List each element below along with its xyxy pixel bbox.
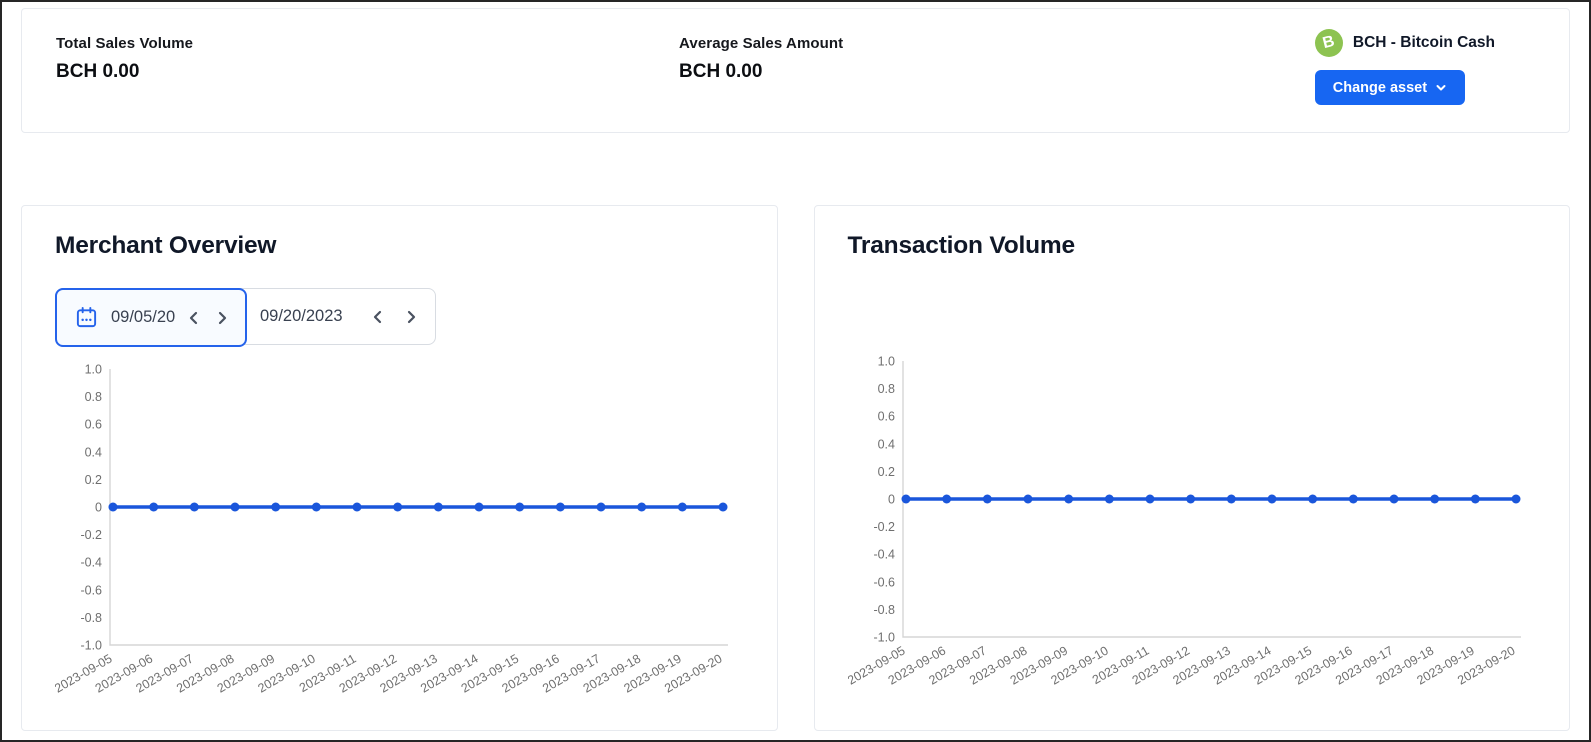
stat-label: Total Sales Volume (56, 35, 194, 52)
svg-text:0: 0 (888, 493, 895, 507)
svg-text:0.2: 0.2 (85, 473, 102, 487)
svg-text:0.6: 0.6 (877, 410, 894, 424)
calendar-icon (76, 306, 97, 328)
svg-text:0.8: 0.8 (877, 382, 894, 396)
svg-text:0.8: 0.8 (85, 390, 102, 404)
bch-letter: B (1321, 32, 1337, 53)
bch-coin-icon: B (1314, 29, 1343, 57)
svg-text:-1.0: -1.0 (873, 631, 895, 645)
end-date-field[interactable]: 09/20/2023 (260, 289, 422, 344)
stat-total-sales-volume: Total Sales Volume BCH 0.00 (56, 35, 679, 132)
svg-text:1.0: 1.0 (877, 355, 894, 369)
asset-row: B BCH - Bitcoin Cash (1314, 29, 1495, 57)
stat-value: BCH 0.00 (56, 61, 140, 82)
date-range-picker: 09/05/20 (55, 288, 436, 347)
chart-title: Merchant Overview (55, 232, 277, 259)
svg-text:-0.2: -0.2 (80, 528, 102, 542)
stat-average-sales-amount: Average Sales Amount BCH 0.00 (679, 35, 843, 132)
end-date-steppers (367, 306, 422, 328)
transaction-volume-card: Transaction Volume 1.0 0.8 0.6 0.4 0.2 0 -0.2 -… (813, 205, 1570, 731)
start-date-steppers (183, 307, 233, 329)
chevron-down-icon (1436, 84, 1446, 90)
svg-text:-0.6: -0.6 (873, 575, 895, 589)
start-date-next-button[interactable] (211, 307, 233, 329)
end-date-next-button[interactable] (400, 306, 422, 328)
stat-value: BCH 0.00 (679, 61, 763, 82)
svg-text:-0.6: -0.6 (80, 583, 102, 597)
svg-text:-0.2: -0.2 (873, 520, 895, 534)
svg-text:0.4: 0.4 (877, 437, 894, 451)
asset-name: BCH - Bitcoin Cash (1352, 34, 1495, 51)
charts-row: Merchant Overview 09/05/20 (21, 205, 1570, 731)
end-date-prev-button[interactable] (367, 306, 389, 328)
svg-text:-0.8: -0.8 (873, 603, 895, 617)
svg-text:-0.4: -0.4 (80, 556, 102, 570)
svg-text:1.0: 1.0 (85, 363, 102, 377)
change-asset-button[interactable]: Change asset (1314, 70, 1465, 105)
svg-text:0.4: 0.4 (85, 445, 102, 459)
merchant-overview-chart: 1.00.80.60.40.20-0.2-0.4-0.6-0.8-1.02023… (55, 363, 728, 696)
chevron-left-icon (189, 311, 198, 324)
svg-text:-0.8: -0.8 (80, 611, 102, 625)
stat-label: Average Sales Amount (679, 35, 844, 52)
chevron-right-icon (407, 310, 416, 323)
start-date-prev-button[interactable] (183, 307, 205, 329)
summary-bar: Total Sales Volume BCH 0.00 Average Sale… (21, 8, 1570, 133)
svg-text:0.2: 0.2 (877, 465, 894, 479)
merchant-overview-card: Merchant Overview 09/05/20 (21, 205, 778, 731)
chevron-right-icon (218, 311, 227, 324)
chart-title: Transaction Volume (847, 232, 1076, 259)
end-date-value: 09/20/2023 (260, 307, 343, 325)
change-asset-label: Change asset (1332, 79, 1428, 96)
svg-text:0: 0 (95, 501, 102, 515)
transaction-volume-chart: 1.00.80.60.40.20-0.2-0.4-0.6-0.8-1.02023… (848, 355, 1521, 688)
chevron-left-icon (373, 310, 382, 323)
start-date-field[interactable]: 09/05/20 (55, 288, 247, 347)
svg-text:0.6: 0.6 (85, 418, 102, 432)
start-date-value: 09/05/20 (111, 308, 176, 326)
asset-block: B BCH - Bitcoin Cash Change asset (1314, 29, 1495, 132)
svg-text:-1.0: -1.0 (80, 639, 102, 653)
svg-text:-0.4: -0.4 (873, 548, 895, 562)
